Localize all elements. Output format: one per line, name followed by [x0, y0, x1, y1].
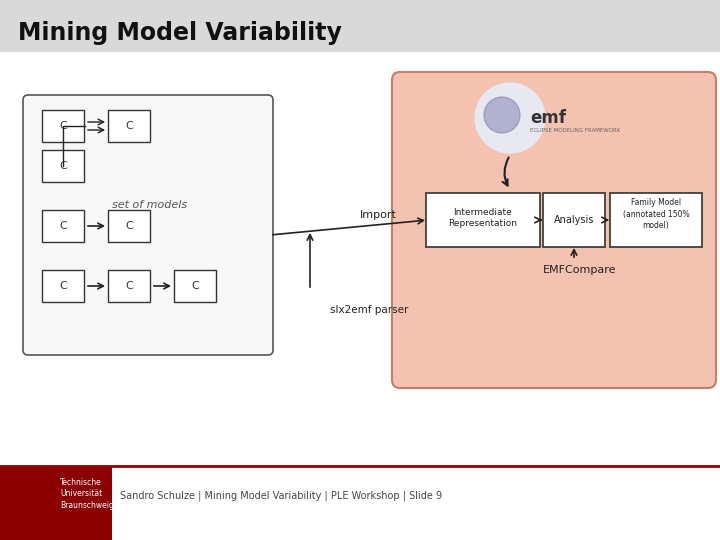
- Text: C: C: [191, 281, 199, 291]
- Text: Sandro Schulze | Mining Model Variability | PLE Workshop | Slide 9: Sandro Schulze | Mining Model Variabilit…: [120, 491, 442, 501]
- Text: Import: Import: [360, 210, 397, 220]
- Text: Intermediate
Representation: Intermediate Representation: [449, 207, 518, 228]
- FancyBboxPatch shape: [42, 210, 84, 242]
- Text: Family Model
(annotated 150%
model): Family Model (annotated 150% model): [623, 198, 689, 230]
- FancyBboxPatch shape: [108, 210, 150, 242]
- FancyBboxPatch shape: [108, 110, 150, 142]
- Text: C: C: [59, 221, 67, 231]
- FancyBboxPatch shape: [42, 270, 84, 302]
- Text: ECLIPSE MODELING FRAMEWORK: ECLIPSE MODELING FRAMEWORK: [530, 127, 620, 132]
- Text: C: C: [59, 161, 67, 171]
- Text: EMFCompare: EMFCompare: [544, 265, 617, 275]
- FancyBboxPatch shape: [0, 466, 112, 540]
- Text: set of models: set of models: [112, 200, 188, 210]
- Text: C: C: [125, 221, 133, 231]
- Text: Analysis: Analysis: [554, 215, 594, 225]
- Text: C: C: [125, 281, 133, 291]
- Text: emf: emf: [530, 109, 566, 127]
- Text: Technische
Universität
Braunschweig: Technische Universität Braunschweig: [60, 478, 114, 510]
- FancyBboxPatch shape: [42, 150, 84, 182]
- Text: C: C: [125, 121, 133, 131]
- FancyBboxPatch shape: [610, 193, 702, 247]
- FancyBboxPatch shape: [174, 270, 216, 302]
- Circle shape: [475, 83, 545, 153]
- FancyBboxPatch shape: [108, 270, 150, 302]
- Text: slx2emf parser: slx2emf parser: [330, 305, 408, 315]
- FancyBboxPatch shape: [0, 0, 720, 52]
- Text: Mining Model Variability: Mining Model Variability: [18, 21, 342, 45]
- Text: C: C: [59, 121, 67, 131]
- Circle shape: [484, 97, 520, 133]
- FancyBboxPatch shape: [543, 193, 605, 247]
- FancyBboxPatch shape: [42, 110, 84, 142]
- FancyBboxPatch shape: [392, 72, 716, 388]
- FancyBboxPatch shape: [23, 95, 273, 355]
- Text: C: C: [59, 281, 67, 291]
- FancyBboxPatch shape: [426, 193, 540, 247]
